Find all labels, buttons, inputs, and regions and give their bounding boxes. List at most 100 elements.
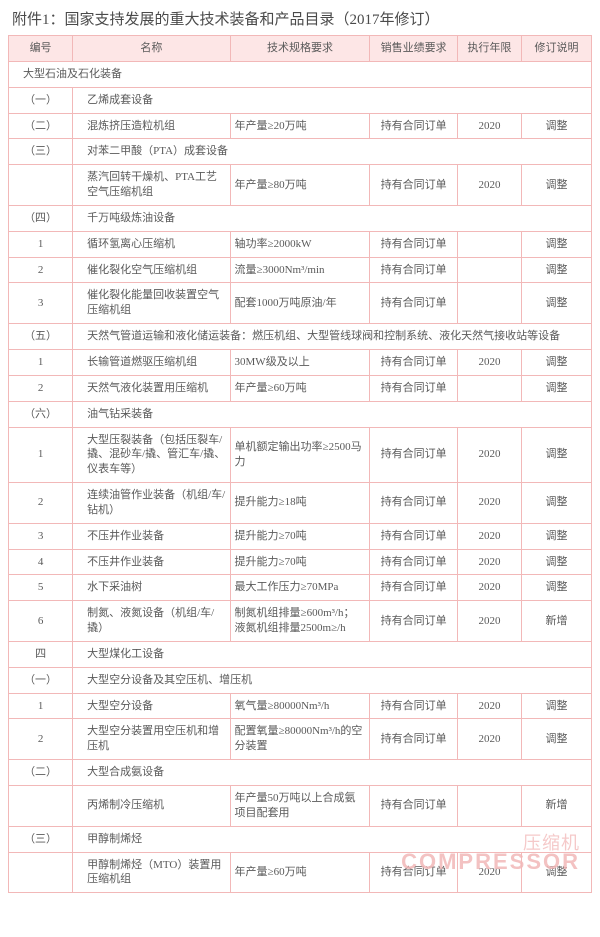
sales-cell: 持有合同订单: [370, 852, 457, 893]
sales-cell: 持有合同订单: [370, 427, 457, 483]
rev-cell: 新增: [522, 601, 592, 642]
num-cell: 2: [9, 257, 73, 283]
name-cell: 水下采油树: [73, 575, 230, 601]
table-row: 大型石油及石化装备: [9, 61, 592, 87]
table-row: （六）油气钻采装备: [9, 401, 592, 427]
table-header-row: 编号 名称 技术规格要求 销售业绩要求 执行年限 修订说明: [9, 36, 592, 62]
sales-cell: 持有合同订单: [370, 549, 457, 575]
num-cell: 四: [9, 641, 73, 667]
num-cell: 2: [9, 719, 73, 760]
num-cell: （一）: [9, 667, 73, 693]
num-cell: 6: [9, 601, 73, 642]
name-cell: 丙烯制冷压缩机: [73, 786, 230, 827]
num-cell: （六）: [9, 401, 73, 427]
table-row: 2大型空分装置用空压机和增压机配置氧量≥80000Nm³/h的空分装置持有合同订…: [9, 719, 592, 760]
spec-cell: 30MW级及以上: [230, 349, 370, 375]
sales-cell: 持有合同订单: [370, 349, 457, 375]
year-cell: 2020: [457, 483, 521, 524]
name-cell: 大型压裂装备（包括压裂车/撬、混砂车/撬、管汇车/撬、仪表车等）: [73, 427, 230, 483]
subsection-cell: 油气钻采装备: [73, 401, 592, 427]
sales-cell: 持有合同订单: [370, 283, 457, 324]
num-cell: 3: [9, 523, 73, 549]
header-rev: 修订说明: [522, 36, 592, 62]
table-row: （一）大型空分设备及其空压机、增压机: [9, 667, 592, 693]
rev-cell: 调整: [522, 165, 592, 206]
sales-cell: 持有合同订单: [370, 575, 457, 601]
year-cell: 2020: [457, 427, 521, 483]
rev-cell: 调整: [522, 283, 592, 324]
table-row: 丙烯制冷压缩机年产量50万吨以上合成氨项目配套用持有合同订单新增: [9, 786, 592, 827]
name-cell: 蒸汽回转干燥机、PTA工艺空气压缩机组: [73, 165, 230, 206]
header-spec: 技术规格要求: [230, 36, 370, 62]
spec-cell: 年产量≥60万吨: [230, 375, 370, 401]
name-cell: 混炼挤压造粒机组: [73, 113, 230, 139]
sales-cell: 持有合同订单: [370, 523, 457, 549]
table-row: 3催化裂化能量回收装置空气压缩机组配套1000万吨原油/年持有合同订单调整: [9, 283, 592, 324]
num-cell: 1: [9, 231, 73, 257]
num-cell: （四）: [9, 205, 73, 231]
table-row: （三）甲醇制烯烃: [9, 826, 592, 852]
rev-cell: 调整: [522, 523, 592, 549]
year-cell: [457, 257, 521, 283]
name-cell: 天然气液化装置用压缩机: [73, 375, 230, 401]
year-cell: 2020: [457, 852, 521, 893]
table-row: 4不压井作业装备提升能力≥70吨持有合同订单2020调整: [9, 549, 592, 575]
table-row: （五）天然气管道运输和液化储运装备：燃压机组、大型管线球阀和控制系统、液化天然气…: [9, 324, 592, 350]
year-cell: 2020: [457, 575, 521, 601]
subsection-cell: 对苯二甲酸（PTA）成套设备: [73, 139, 592, 165]
spec-cell: 配套1000万吨原油/年: [230, 283, 370, 324]
table-row: 3不压井作业装备提升能力≥70吨持有合同订单2020调整: [9, 523, 592, 549]
num-cell: （二）: [9, 113, 73, 139]
year-cell: [457, 283, 521, 324]
table-row: 2连续油管作业装备（机组/车/钻机）提升能力≥18吨持有合同订单2020调整: [9, 483, 592, 524]
sales-cell: 持有合同订单: [370, 113, 457, 139]
rev-cell: 调整: [522, 483, 592, 524]
table-row: 1长输管道燃驱压缩机组30MW级及以上持有合同订单2020调整: [9, 349, 592, 375]
year-cell: 2020: [457, 549, 521, 575]
spec-cell: 提升能力≥70吨: [230, 523, 370, 549]
num-cell: 2: [9, 483, 73, 524]
year-cell: 2020: [457, 349, 521, 375]
subsection-cell: 大型空分设备及其空压机、增压机: [73, 667, 592, 693]
year-cell: [457, 786, 521, 827]
name-cell: 甲醇制烯烃（MTO）装置用压缩机组: [73, 852, 230, 893]
year-cell: 2020: [457, 523, 521, 549]
spec-cell: 制氮机组排量≥600m³/h；液氮机组排量2500m≥/h: [230, 601, 370, 642]
name-cell: 大型空分设备: [73, 693, 230, 719]
table-row: 蒸汽回转干燥机、PTA工艺空气压缩机组年产量≥80万吨持有合同订单2020调整: [9, 165, 592, 206]
table-row: （二）大型合成氨设备: [9, 760, 592, 786]
year-cell: 2020: [457, 113, 521, 139]
table-row: （二）混炼挤压造粒机组年产量≥20万吨持有合同订单2020调整: [9, 113, 592, 139]
num-cell: 2: [9, 375, 73, 401]
sales-cell: 持有合同订单: [370, 786, 457, 827]
table-row: 1大型压裂装备（包括压裂车/撬、混砂车/撬、管汇车/撬、仪表车等）单机额定输出功…: [9, 427, 592, 483]
name-cell: 不压井作业装备: [73, 523, 230, 549]
rev-cell: 调整: [522, 257, 592, 283]
year-cell: 2020: [457, 165, 521, 206]
year-cell: 2020: [457, 719, 521, 760]
rev-cell: 调整: [522, 719, 592, 760]
table-row: 1循环氢离心压缩机轴功率≥2000kW持有合同订单调整: [9, 231, 592, 257]
spec-cell: 年产量≥80万吨: [230, 165, 370, 206]
subsection-cell: 天然气管道运输和液化储运装备：燃压机组、大型管线球阀和控制系统、液化天然气接收站…: [73, 324, 592, 350]
num-cell: 1: [9, 349, 73, 375]
num-cell: 5: [9, 575, 73, 601]
table-row: （三）对苯二甲酸（PTA）成套设备: [9, 139, 592, 165]
sales-cell: 持有合同订单: [370, 165, 457, 206]
table-row: 2天然气液化装置用压缩机年产量≥60万吨持有合同订单调整: [9, 375, 592, 401]
spec-cell: 最大工作压力≥70MPa: [230, 575, 370, 601]
table-row: 2催化裂化空气压缩机组流量≥3000Nm³/min持有合同订单调整: [9, 257, 592, 283]
header-num: 编号: [9, 36, 73, 62]
table-row: 6制氮、液氮设备（机组/车/撬）制氮机组排量≥600m³/h；液氮机组排量250…: [9, 601, 592, 642]
sales-cell: 持有合同订单: [370, 601, 457, 642]
subsection-cell: 大型煤化工设备: [73, 641, 592, 667]
num-cell: [9, 852, 73, 893]
spec-cell: 流量≥3000Nm³/min: [230, 257, 370, 283]
sales-cell: 持有合同订单: [370, 483, 457, 524]
year-cell: 2020: [457, 601, 521, 642]
year-cell: [457, 231, 521, 257]
header-name: 名称: [73, 36, 230, 62]
spec-cell: 轴功率≥2000kW: [230, 231, 370, 257]
year-cell: 2020: [457, 693, 521, 719]
document-title: 附件1：国家支持发展的重大技术装备和产品目录（2017年修订）: [8, 8, 592, 29]
